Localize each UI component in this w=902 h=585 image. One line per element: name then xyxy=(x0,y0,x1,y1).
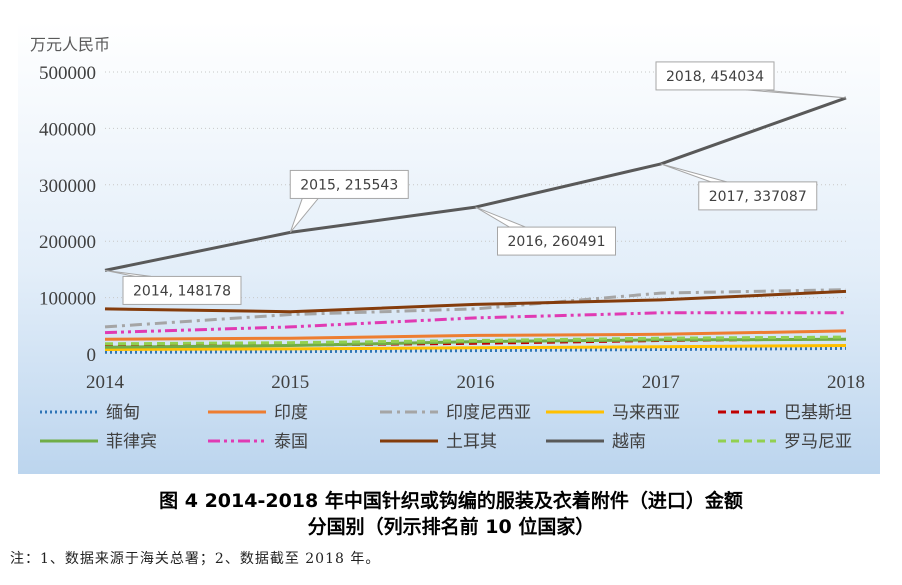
y-axis-title: 万元人民币 xyxy=(30,35,110,54)
chart-panel: 万元人民币 0 100000 200000 300000 400000 500000 201… xyxy=(18,22,880,474)
legend-item: 巴基斯坦 xyxy=(718,403,852,423)
legend-item: 缅甸 xyxy=(40,403,140,423)
series-line-马来西亚 xyxy=(104,344,847,351)
legend-label: 菲律宾 xyxy=(106,432,157,452)
y-tick-label: 100000 xyxy=(39,289,96,310)
legend-item: 印度 xyxy=(208,403,308,423)
legend-label: 印度尼西亚 xyxy=(446,403,531,423)
legend-item: 马来西亚 xyxy=(546,403,680,423)
y-tick-label: 500000 xyxy=(39,63,96,84)
series-line-土耳其 xyxy=(104,289,847,314)
series-line-印度 xyxy=(104,329,847,341)
legend-item: 印度尼西亚 xyxy=(380,403,531,423)
series-line-印度尼西亚 xyxy=(104,288,847,329)
legend-label: 泰国 xyxy=(274,432,308,452)
data-callout: 2018, 454034 xyxy=(655,61,847,99)
y-tick-label: 200000 xyxy=(39,232,96,253)
y-tick-label: 400000 xyxy=(39,119,96,140)
legend-label: 巴基斯坦 xyxy=(784,403,852,423)
x-tick-label: 2014 xyxy=(86,372,125,393)
data-callout: 2017, 337087 xyxy=(660,163,818,211)
x-tick-label: 2016 xyxy=(457,372,495,393)
data-callout: 2014, 148178 xyxy=(104,269,242,305)
data-label: 2014, 148178 xyxy=(133,283,231,299)
y-tick-label: 0 xyxy=(87,345,97,366)
legend-label: 马来西亚 xyxy=(612,403,680,423)
legend-item: 罗马尼亚 xyxy=(718,432,852,452)
legend-label: 土耳其 xyxy=(446,432,497,452)
figure-caption-line-1: 图 4 2014-2018 年中国针织或钩编的服装及衣着附件（进口）金额 xyxy=(159,490,743,512)
legend-label: 罗马尼亚 xyxy=(784,432,852,452)
source-note: 注：1、数据来源于海关总署；2、数据截至 2018 年。 xyxy=(10,551,381,567)
legend-item: 越南 xyxy=(546,432,646,452)
legend-label: 越南 xyxy=(612,432,646,452)
data-callout: 2016, 260491 xyxy=(475,206,616,256)
callout-box xyxy=(122,275,242,305)
legend-label: 缅甸 xyxy=(106,403,140,423)
callout-box xyxy=(289,169,409,199)
series-line-罗马尼亚 xyxy=(104,335,847,346)
legend-label: 印度 xyxy=(274,403,308,423)
callout-box xyxy=(497,226,616,256)
legend-item: 土耳其 xyxy=(380,432,497,452)
data-label: 2015, 215543 xyxy=(300,177,398,193)
figure-caption-line-2: 分国别（列示排名前 10 位国家） xyxy=(307,516,595,538)
x-tick-label: 2018 xyxy=(827,372,865,393)
data-label: 2017, 337087 xyxy=(709,189,807,205)
y-tick-label: 300000 xyxy=(39,176,96,197)
callout-box xyxy=(698,181,818,211)
line-chart: 万元人民币 0 100000 200000 300000 400000 500000 201… xyxy=(18,22,880,474)
series-line-泰国 xyxy=(104,311,846,335)
series-line-缅甸 xyxy=(104,346,847,354)
data-label: 2016, 260491 xyxy=(508,234,606,250)
legend-item: 泰国 xyxy=(208,432,308,452)
callout-box xyxy=(655,61,775,91)
x-tick-label: 2015 xyxy=(271,372,309,393)
x-tick-label: 2017 xyxy=(642,372,680,393)
legend-item: 菲律宾 xyxy=(40,432,157,452)
chart-background xyxy=(18,22,880,474)
data-label: 2018, 454034 xyxy=(666,69,764,85)
data-callout: 2015, 215543 xyxy=(289,169,409,233)
